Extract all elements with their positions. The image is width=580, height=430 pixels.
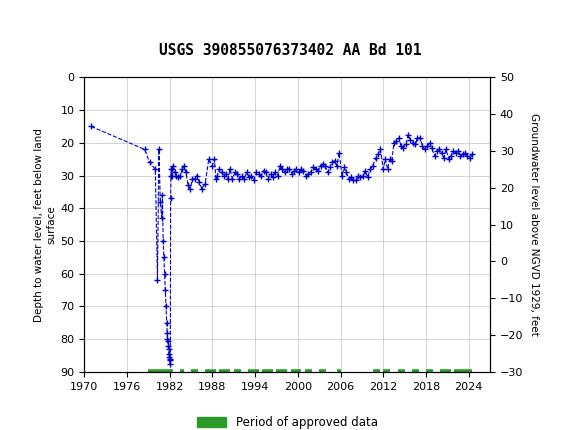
Y-axis label: Groundwater level above NGVD 1929, feet: Groundwater level above NGVD 1929, feet (529, 113, 539, 336)
Legend: Period of approved data: Period of approved data (192, 412, 382, 430)
Text: USGS: USGS (38, 10, 93, 28)
Text: ≋: ≋ (9, 7, 30, 31)
Text: USGS 390855076373402 AA Bd 101: USGS 390855076373402 AA Bd 101 (159, 43, 421, 58)
Y-axis label: Depth to water level, feet below land
surface: Depth to water level, feet below land su… (34, 128, 56, 322)
